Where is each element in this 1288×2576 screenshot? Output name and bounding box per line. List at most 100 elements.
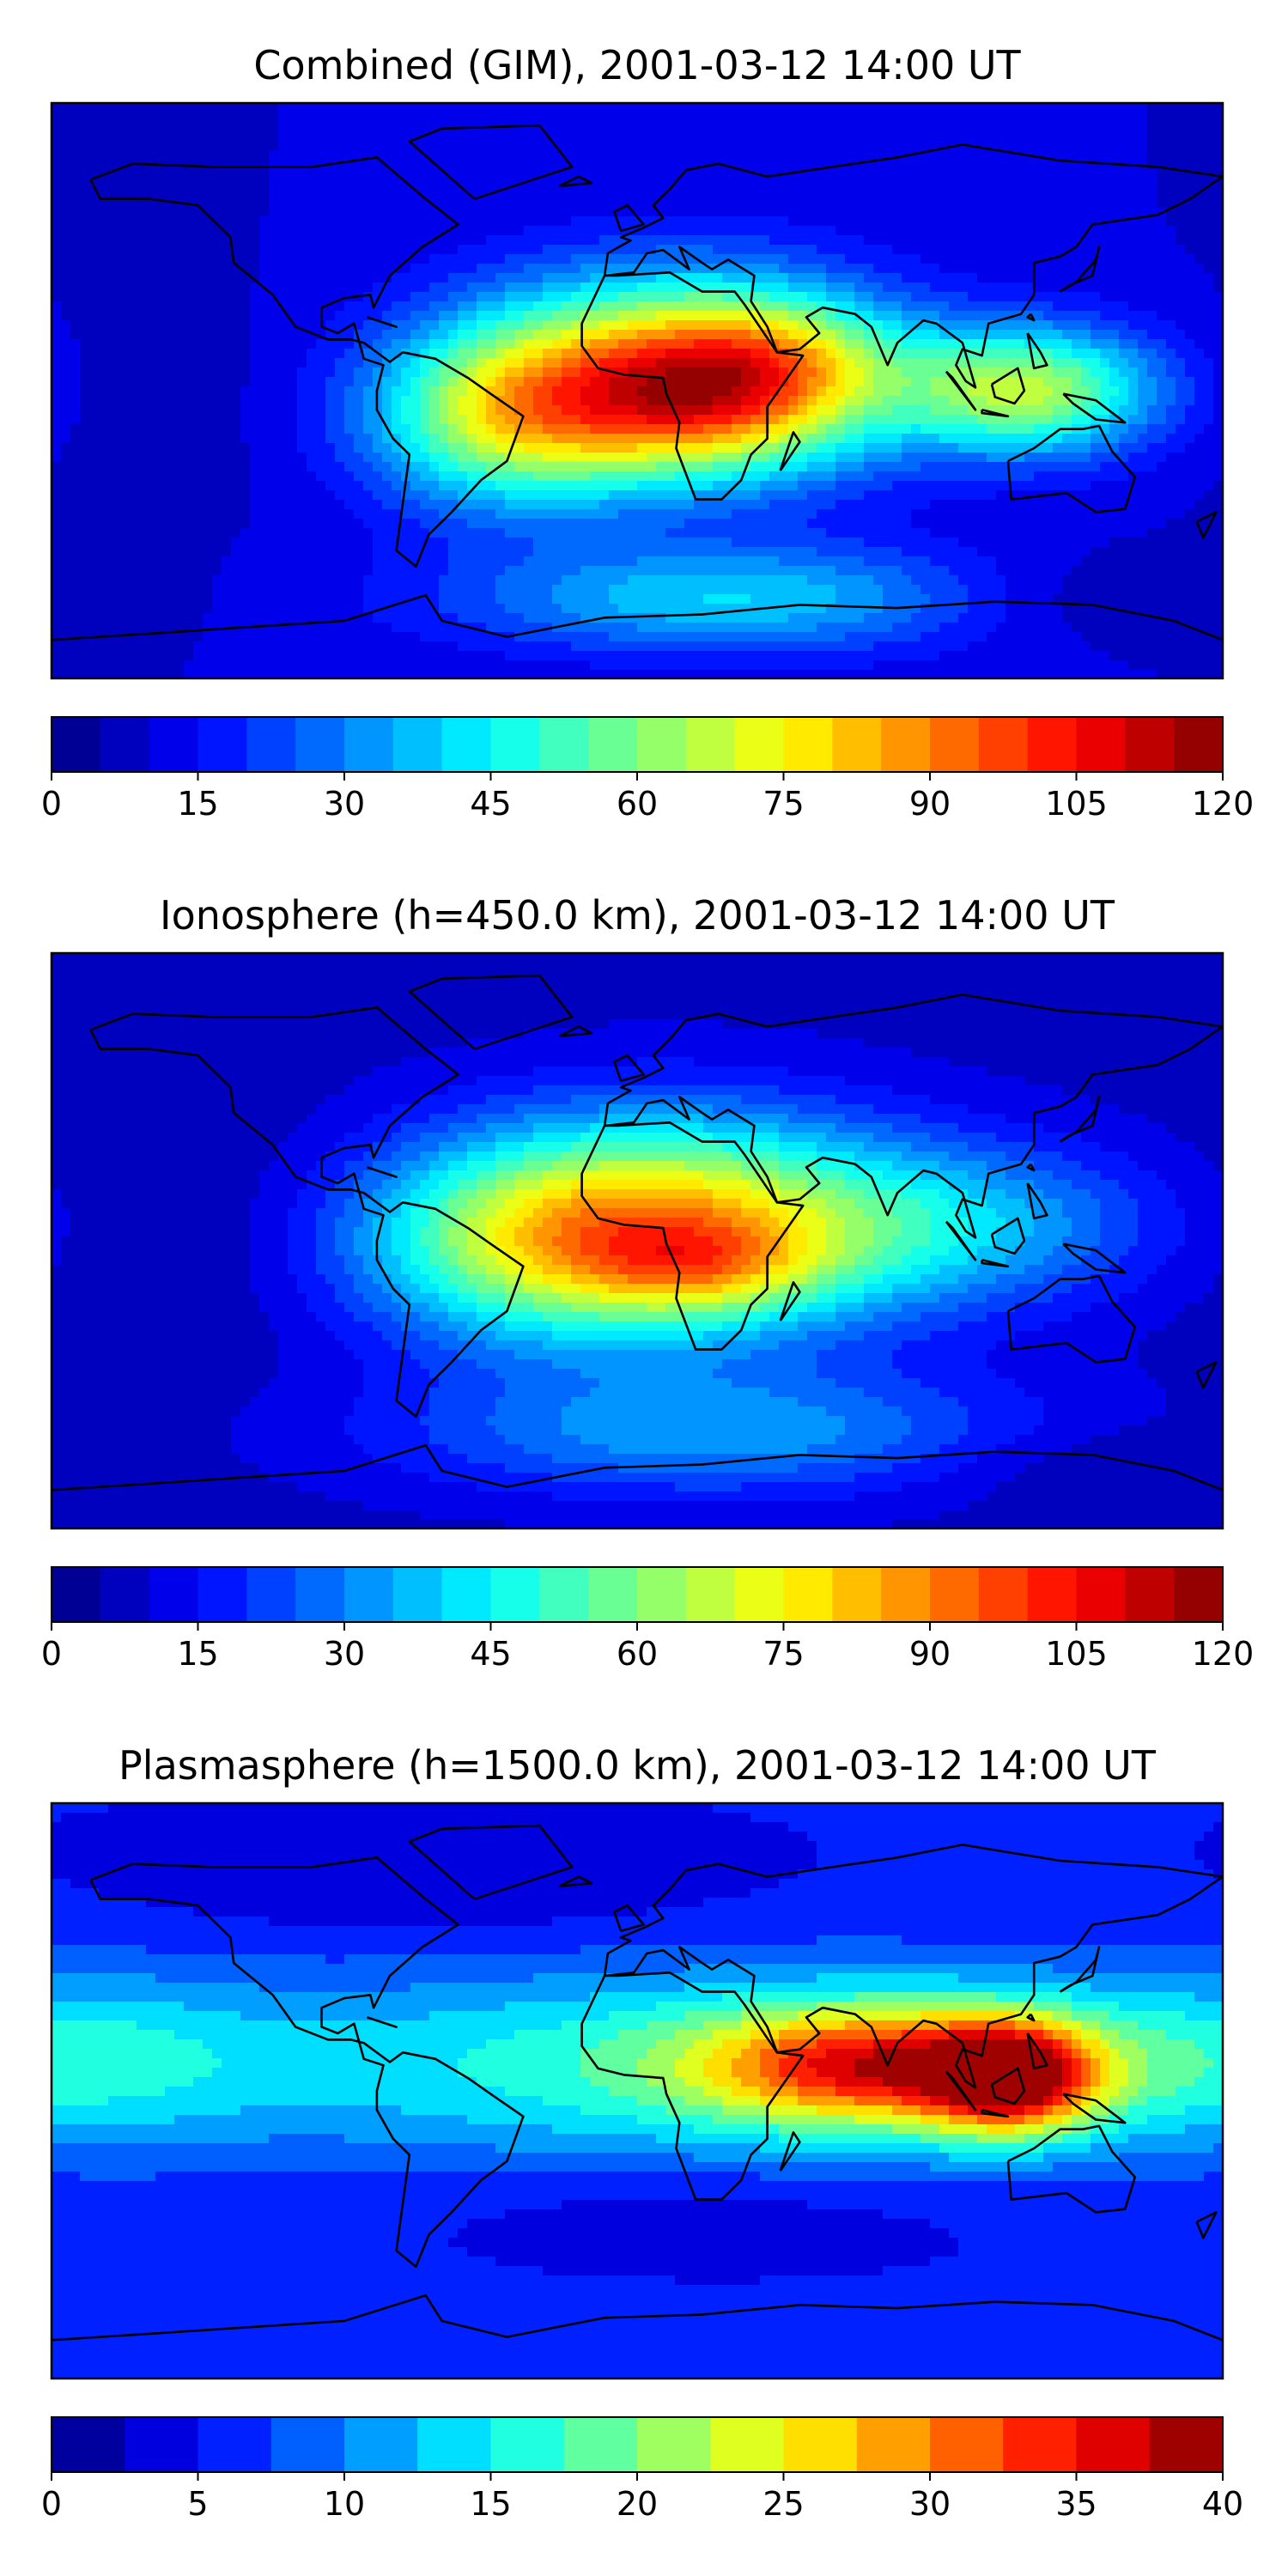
field-cell [930,254,940,264]
field-cell [1062,311,1072,321]
field-cell [1194,434,1205,444]
field-cell [108,273,118,283]
field-cell [618,216,629,227]
field-cell [1062,216,1072,227]
field-cell [524,197,534,208]
field-cell [798,339,808,349]
field-cell [873,377,884,387]
field-cell [52,169,62,179]
field-cell [325,424,336,434]
field-cell [1166,103,1176,113]
field-cell [184,292,194,302]
field-cell [892,273,902,283]
field-cell [1024,377,1035,387]
field-cell [193,122,204,132]
field-cell [694,405,704,416]
field-cell [401,150,411,161]
field-cell [335,471,345,482]
field-cell [732,160,742,170]
field-cell [694,283,704,293]
field-cell [1157,301,1167,312]
field-cell [458,424,468,434]
field-cell [835,415,846,425]
field-cell [495,320,506,331]
field-cell [854,188,865,198]
field-cell [240,481,251,491]
field-cell [1213,443,1223,453]
field-cell [779,368,789,378]
field-cell [958,462,969,472]
field-cell [184,160,194,170]
field-cell [1015,415,1025,425]
field-cell [439,264,449,274]
field-cell [958,283,969,293]
field-cell [174,254,185,264]
field-cell [788,179,799,189]
field-cell [571,245,581,255]
field-cell [769,349,780,359]
field-cell [750,368,761,378]
field-cell [448,264,459,274]
field-cell [1005,396,1016,406]
field-cell [618,330,629,340]
field-cell [902,349,912,359]
field-cell [788,434,799,444]
field-cell [127,396,137,406]
field-cell [458,160,468,170]
field-cell [1213,301,1223,312]
field-cell [580,292,591,302]
field-cell [1138,424,1148,434]
field-cell [108,358,118,368]
field-cell [401,292,411,302]
field-cell [1185,377,1195,387]
field-cell [637,179,647,189]
field-cell [1081,188,1091,198]
field-cell [325,481,336,491]
field-cell [99,273,109,283]
field-cell [1081,386,1091,397]
field-cell [99,160,109,170]
field-cell [817,197,827,208]
field-cell [533,292,544,302]
field-cell [373,273,383,283]
field-cell [222,141,232,151]
field-cell [335,188,345,198]
field-cell [779,330,789,340]
field-cell [439,339,449,349]
field-cell [1005,292,1016,302]
field-cell [52,216,62,227]
field-cell [1005,245,1016,255]
field-cell [798,160,808,170]
field-cell [99,235,109,246]
field-cell [977,141,987,151]
field-cell [1100,122,1110,132]
field-cell [259,197,270,208]
field-cell [1005,150,1016,161]
field-cell [920,197,931,208]
field-cell [89,169,100,179]
field-cell [845,169,855,179]
field-cell [590,386,600,397]
field-cell [911,434,921,444]
field-cell [647,226,657,236]
field-cell [1100,141,1110,151]
field-cell [1100,245,1110,255]
field-cell [533,301,544,312]
field-cell [240,311,251,321]
field-cell [52,301,62,312]
field-cell [477,405,487,416]
field-cell [892,264,902,274]
field-cell [1166,245,1176,255]
field-cell [401,122,411,132]
field-cell [495,349,506,359]
field-cell [184,216,194,227]
field-cell [212,226,222,236]
field-cell [845,415,855,425]
field-cell [307,226,317,236]
field-cell [647,273,657,283]
field-cell [382,405,392,416]
field-cell [1128,349,1139,359]
field-cell [344,254,355,264]
field-cell [61,264,71,274]
field-cell [316,368,326,378]
